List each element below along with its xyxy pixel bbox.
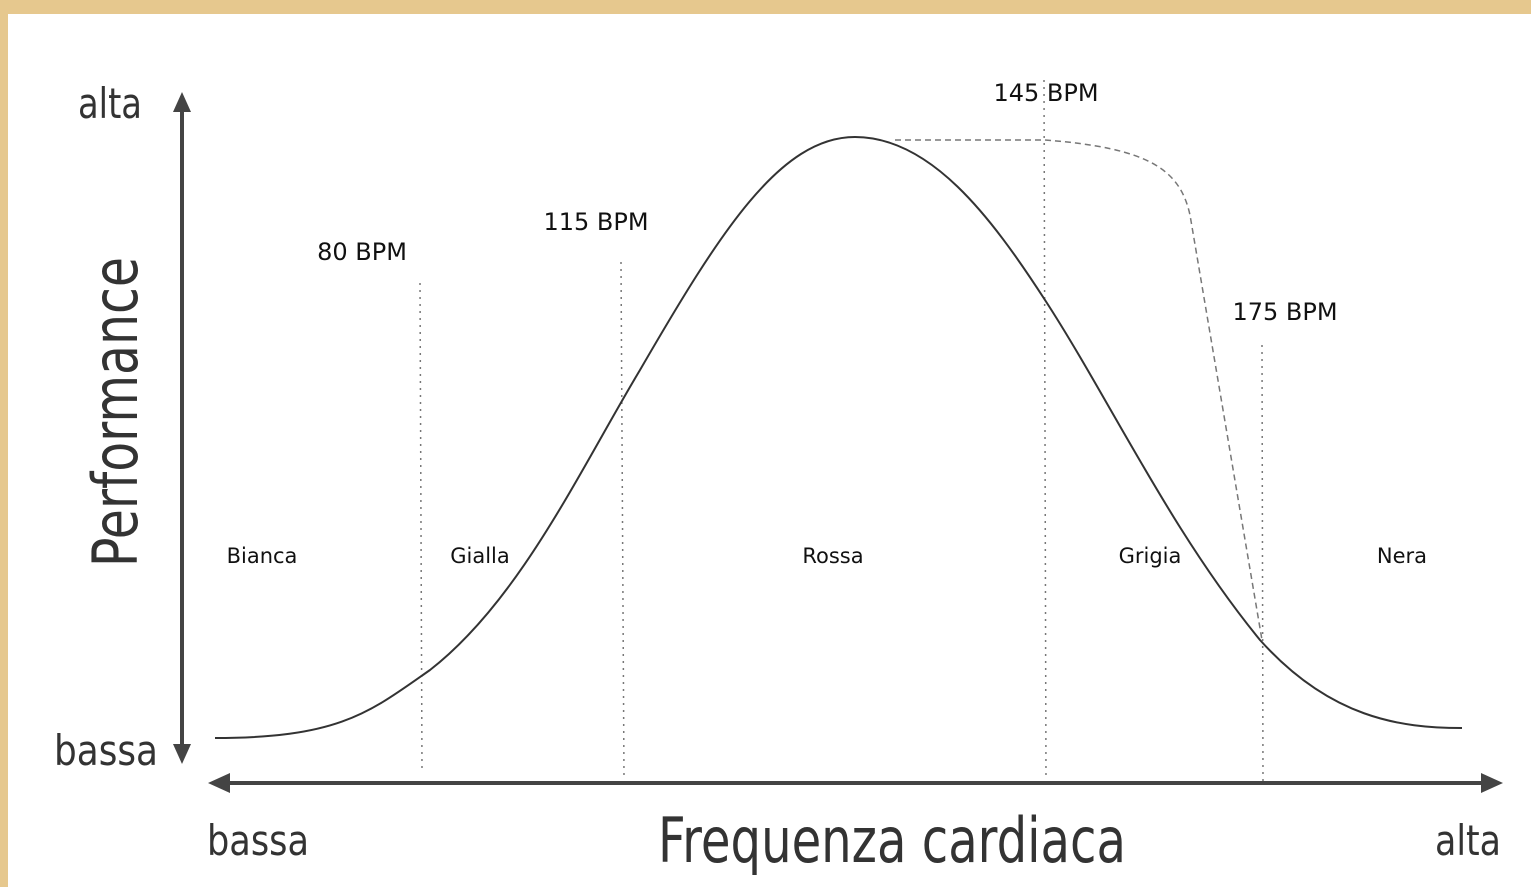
threshold-label: 80 BPM [317,238,407,266]
y-arrow-up [173,92,191,112]
y-high-label: alta [78,79,142,128]
zone-label: Rossa [802,544,863,568]
trained-curve [895,139,1263,641]
x-arrow-right [1481,773,1503,793]
y-arrow-down [173,744,191,764]
canvas [8,14,1531,887]
zone-label: Bianca [227,544,298,568]
performance-curve [214,135,1463,739]
zone-label: Grigia [1119,544,1182,568]
threshold-label: 145 BPM [993,79,1098,107]
x-high-label: alta [1435,816,1501,865]
threshold-line [1043,79,1047,781]
x-arrow-left [208,773,230,793]
threshold-lines [419,79,1264,783]
threshold-label: 115 BPM [543,208,648,236]
y-axis-title: Performance [79,257,152,567]
threshold-line [1261,344,1264,783]
zone-label: Nera [1377,544,1427,568]
x-axis-title: Frequenza cardiaca [658,804,1126,877]
x-low-label: bassa [207,816,309,865]
zone-label: Gialla [450,544,510,568]
y-low-label: bassa [54,726,158,775]
threshold-label: 175 BPM [1232,298,1337,326]
